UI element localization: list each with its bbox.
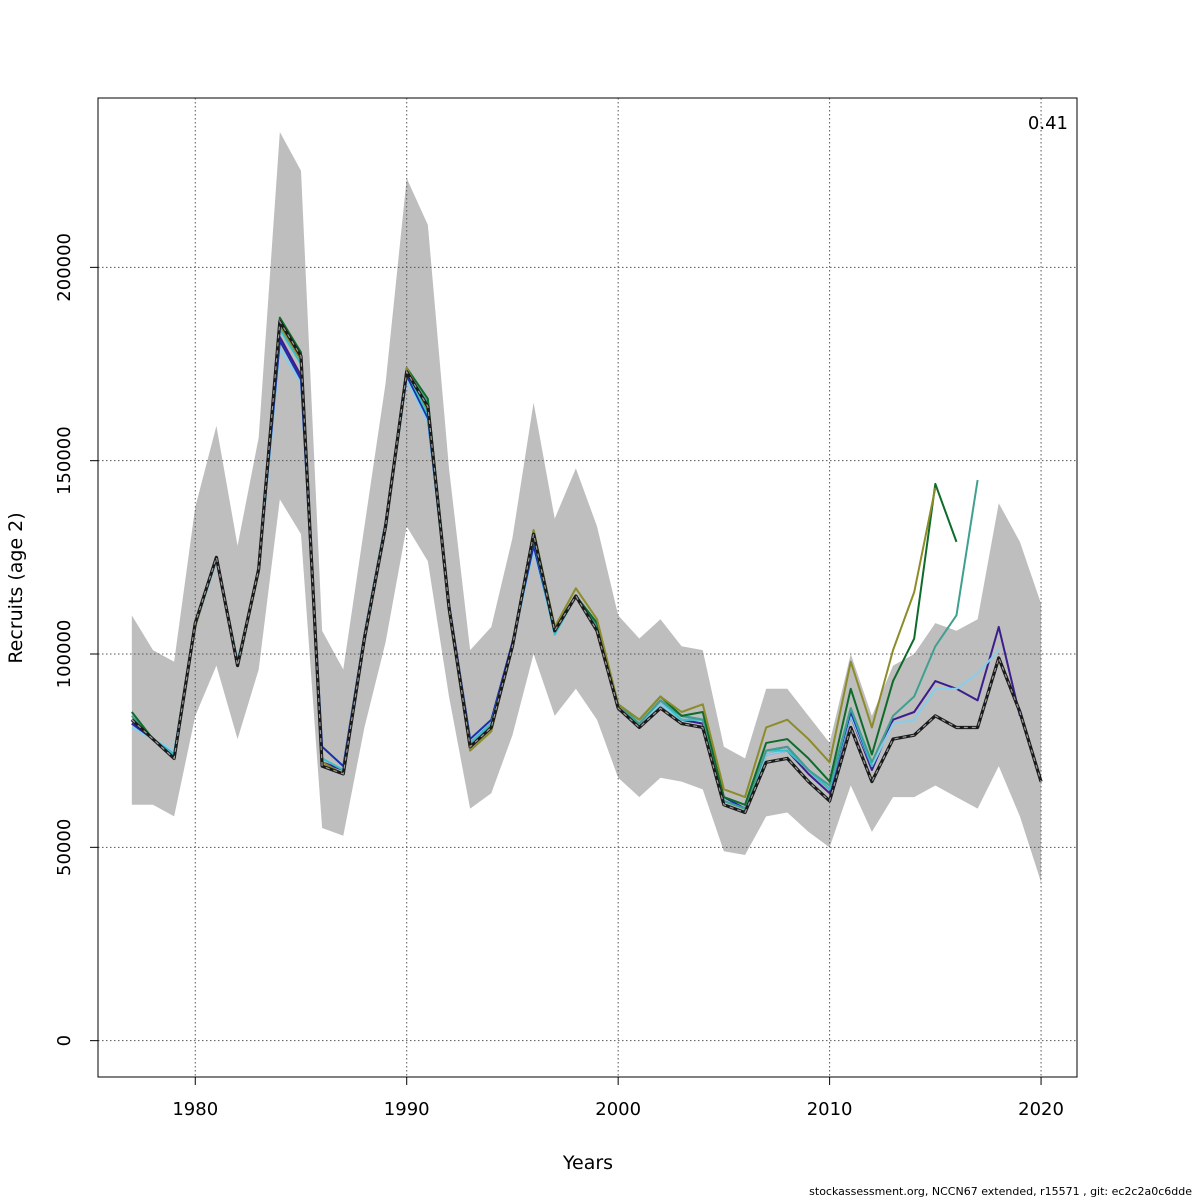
- series-line-final-base: [130, 319, 1043, 815]
- x-tick-label: 2020: [1018, 1099, 1064, 1120]
- x-axis-title: Years: [562, 1152, 613, 1174]
- y-axis: 0 50000 100000 150000 200000: [54, 233, 98, 1046]
- confidence-band-layer: [131, 132, 1042, 883]
- y-tick-label: 150000: [54, 426, 75, 495]
- y-tick-label: 200000: [54, 233, 75, 302]
- x-tick-label: 2000: [595, 1099, 641, 1120]
- x-tick-label: 2010: [807, 1099, 853, 1120]
- y-axis-title: Recruits (age 2): [5, 512, 27, 663]
- x-tick-label: 1990: [384, 1099, 430, 1120]
- annotation-value: 0.41: [1028, 113, 1068, 134]
- y-tick-label: 100000: [54, 620, 75, 689]
- x-axis: 1980 1990 2000 2010 2020: [172, 1077, 1064, 1120]
- y-tick-label: 50000: [54, 819, 75, 876]
- x-tick-label: 1980: [172, 1099, 218, 1120]
- grid-layer: [98, 98, 1077, 1077]
- y-tick-label: 0: [54, 1035, 75, 1046]
- series-layer: [130, 316, 1043, 815]
- footer-credit: stockassessment.org, NCCN67 extended, r1…: [809, 1185, 1192, 1198]
- confidence-band: [131, 132, 1042, 883]
- plot-frame: [97, 97, 1078, 1078]
